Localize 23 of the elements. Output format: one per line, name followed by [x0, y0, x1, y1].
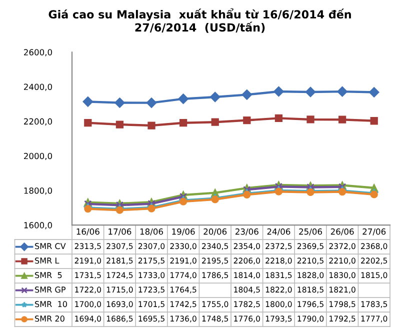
- y-tick-label: 1600,0: [24, 222, 52, 230]
- y-tick-label: 2400,0: [24, 84, 52, 91]
- x-tick-label: 25/06: [299, 228, 322, 236]
- x-tick-label: 23/06: [236, 228, 258, 236]
- legend-label: SMR 10: [35, 301, 67, 308]
- legend-label: SMR 20: [35, 316, 64, 322]
- x-tick-label: 24/06: [267, 228, 290, 236]
- x-tick-label: 20/06: [204, 228, 227, 236]
- y-tick-label: 1800,0: [24, 187, 52, 195]
- x-tick-label: 27/06: [362, 228, 386, 236]
- x-tick-label: 18/06: [140, 228, 163, 236]
- x-tick-label: 26/06: [330, 228, 354, 236]
- legend-label: SMR GP: [35, 286, 66, 293]
- legend-label: SMR L: [35, 258, 60, 264]
- legend-label: SMR CV: [35, 243, 66, 250]
- x-tick-label: 17/06: [108, 228, 132, 236]
- x-tick-label: 19/06: [172, 228, 195, 236]
- chart-title: Giá cao su Malaysia xuất khẩu từ 16/6/2014 đến 27/6/2014 (USD/tấn): [48, 8, 351, 33]
- legend-label: SMR 5: [35, 272, 62, 278]
- y-tick-label: 2200,0: [24, 118, 52, 126]
- y-tick-label: 2600,0: [24, 49, 52, 56]
- y-tick-label: 2000,0: [24, 152, 52, 160]
- x-tick-label: 16/06: [76, 228, 100, 236]
